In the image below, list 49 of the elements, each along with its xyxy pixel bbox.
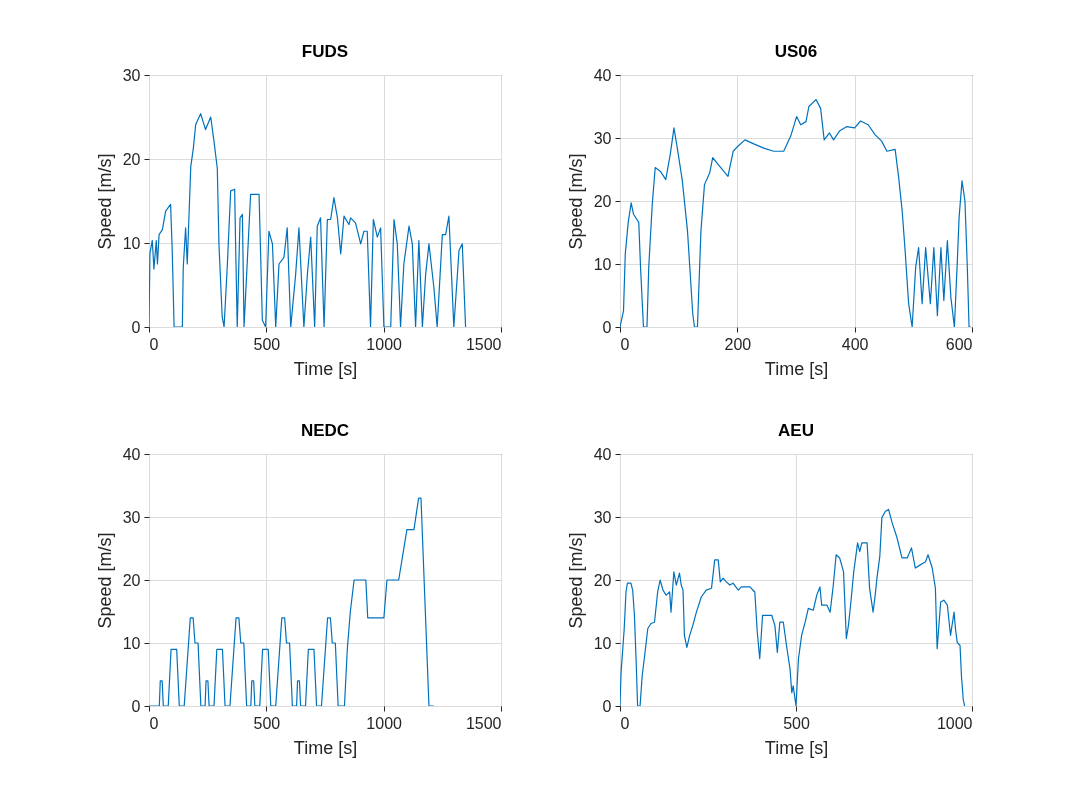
x-tick-label: 1000: [936, 714, 973, 732]
y-tick-label: 40: [593, 445, 612, 463]
y-tick-label: 20: [593, 192, 612, 210]
x-axis-title: Time [s]: [293, 358, 358, 379]
chart-title: AEU: [778, 421, 814, 440]
x-tick-label: 0: [149, 714, 159, 732]
x-tick-label: 1000: [366, 335, 403, 353]
y-tick-label: 40: [593, 66, 612, 84]
x-tick-label: 0: [149, 335, 159, 353]
chart-title: US06: [774, 42, 818, 61]
y-tick-label: 40: [122, 445, 141, 463]
x-tick-label: 0: [620, 335, 630, 353]
x-tick-label: 400: [841, 335, 869, 353]
x-tick-label: 500: [783, 714, 810, 732]
y-tick-label: 20: [122, 150, 141, 168]
chart-title: NEDC: [300, 421, 350, 440]
x-axis-title: Time [s]: [764, 737, 829, 758]
line-series: [620, 508, 966, 706]
x-tick-label: 500: [253, 714, 281, 732]
y-axis-title: Speed [m/s]: [94, 153, 115, 250]
line-series: [149, 497, 435, 706]
y-tick-label: 0: [131, 318, 141, 336]
line-series: [149, 113, 467, 327]
y-tick-label: 0: [602, 697, 612, 715]
x-tick-label: 500: [253, 335, 281, 353]
y-tick-label: 20: [122, 571, 141, 589]
y-tick-label: 10: [593, 255, 612, 273]
x-tick-label: 200: [724, 335, 752, 353]
x-tick-label: 1000: [366, 714, 403, 732]
y-tick-label: 30: [593, 129, 612, 147]
x-tick-label: 0: [620, 714, 630, 732]
y-tick-label: 10: [593, 634, 612, 652]
y-tick-label: 30: [122, 66, 141, 84]
y-tick-label: 30: [593, 508, 612, 526]
x-tick-label: 600: [945, 335, 973, 353]
x-axis-title: Time [s]: [293, 737, 358, 758]
y-tick-label: 20: [593, 571, 612, 589]
y-tick-label: 10: [122, 234, 141, 252]
y-tick-label: 10: [122, 634, 141, 652]
x-axis-title: Time [s]: [764, 358, 829, 379]
y-tick-label: 0: [602, 318, 612, 336]
x-tick-label: 1500: [465, 335, 502, 353]
y-tick-label: 0: [131, 697, 141, 715]
y-tick-label: 30: [122, 508, 141, 526]
y-axis-title: Speed [m/s]: [565, 153, 586, 250]
chart-title: FUDS: [301, 42, 349, 61]
y-axis-title: Speed [m/s]: [565, 532, 586, 629]
y-axis-title: Speed [m/s]: [94, 532, 115, 629]
x-tick-label: 1500: [465, 714, 502, 732]
